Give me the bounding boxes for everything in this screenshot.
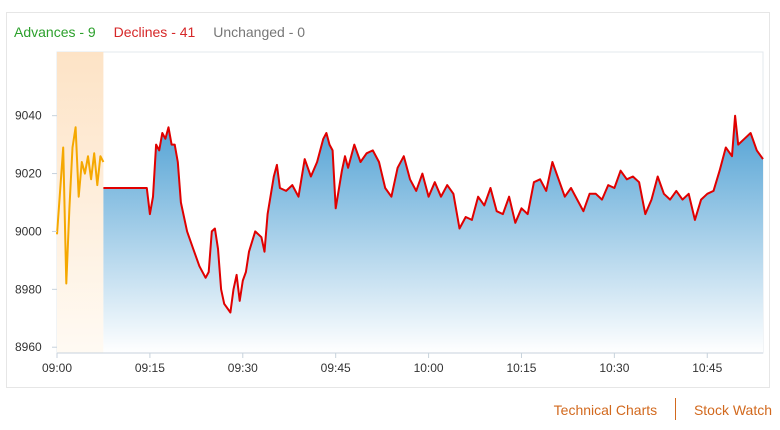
preopen-series-line: [56, 126, 105, 285]
x-tick-label: 10:15: [506, 361, 536, 375]
y-tick-label: 9020: [15, 167, 42, 181]
x-tick-label: 10:00: [414, 361, 444, 375]
x-tick-label: 09:30: [228, 361, 258, 375]
index-series-line: [103, 114, 764, 314]
advances-count: Advances - 9: [14, 24, 96, 40]
stock-watch-link[interactable]: Stock Watch: [693, 402, 772, 418]
x-tick-label: 10:30: [599, 361, 629, 375]
y-tick-label: 9000: [15, 224, 42, 238]
preopen-shade: [57, 52, 104, 353]
index-area-fill: [103, 115, 763, 353]
x-tick-label: 09:15: [135, 361, 165, 375]
y-tick-label: 8960: [15, 340, 42, 354]
footer-links: Technical Charts Stock Watch: [553, 398, 772, 421]
y-tick-label: 8980: [15, 282, 42, 296]
declines-count: Declines - 41: [113, 24, 196, 40]
footer-divider: [675, 398, 677, 421]
unchanged-count: Unchanged - 0: [213, 24, 306, 40]
y-tick-label: 9040: [15, 109, 42, 123]
x-tick-label: 10:45: [692, 361, 722, 375]
x-tick-label: 09:00: [42, 361, 72, 375]
market-breadth: Advances - 9 Declines - 41 Unchanged - 0: [14, 24, 319, 40]
technical-charts-link[interactable]: Technical Charts: [553, 402, 658, 418]
x-tick-label: 09:45: [321, 361, 351, 375]
